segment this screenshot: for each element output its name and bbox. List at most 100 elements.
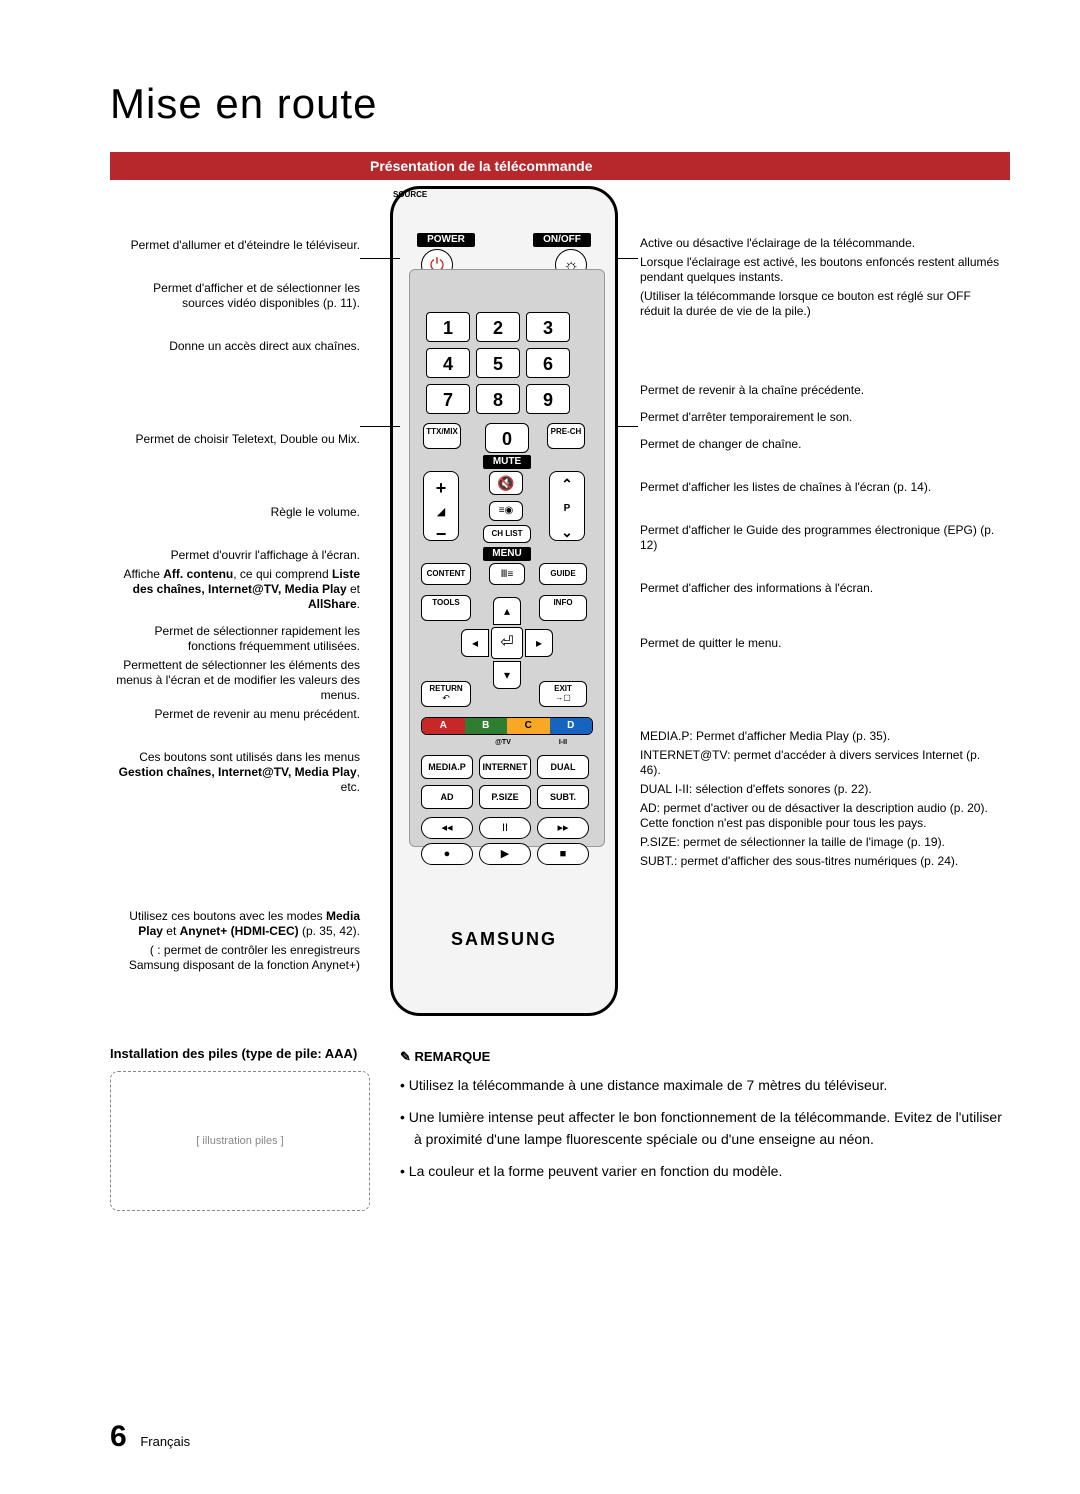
stop-button[interactable]: ■ (537, 843, 589, 865)
callout: Permet d'afficher le Guide des programme… (640, 523, 1000, 553)
callout: Permet de changer de chaîne. (640, 437, 1000, 452)
vol-up-icon: + (424, 472, 458, 499)
callout: Permet d'afficher les listes de chaînes … (640, 480, 1000, 495)
dpad-enter[interactable]: ⏎ (491, 627, 523, 659)
internet-button[interactable]: INTERNET (479, 755, 531, 779)
color-a[interactable]: A (422, 718, 465, 734)
dpad-right[interactable]: ▸ (525, 629, 553, 657)
num-8[interactable]: 8 (476, 384, 520, 414)
remark-heading: REMARQUE (400, 1046, 1010, 1068)
vol-icon: ◢ (424, 499, 458, 524)
page-title: Mise en route (110, 80, 1010, 128)
battery-placeholder: [ illustration piles ] (110, 1071, 370, 1211)
attv-label: @TV (479, 739, 527, 746)
color-b[interactable]: B (465, 718, 508, 734)
transport-row-2: ● ▶ ■ (421, 843, 589, 865)
play-button[interactable]: ▶ (479, 843, 531, 865)
teletext-hold-button[interactable]: ≡◉ (489, 501, 523, 521)
battery-section: Installation des piles (type de pile: AA… (110, 1046, 370, 1211)
color-c[interactable]: C (507, 718, 550, 734)
num-0[interactable]: 0 (485, 423, 529, 453)
callout: Permet d'afficher et de sélectionner les… (110, 281, 360, 311)
exit-button[interactable]: EXIT→▢ (539, 681, 587, 707)
dual-hdr-label: I-II (539, 739, 587, 746)
remark-item: Utilisez la télécommande à une distance … (414, 1074, 1010, 1096)
dpad-down[interactable]: ▾ (493, 661, 521, 689)
callout: P.SIZE: permet de sélectionner la taille… (640, 835, 1000, 850)
mute-button[interactable]: 🔇 (489, 471, 523, 495)
callout: Active ou désactive l'éclairage de la té… (640, 236, 1000, 251)
callout: AD: permet d'activer ou de désactiver la… (640, 801, 1000, 831)
num-7[interactable]: 7 (426, 384, 470, 414)
num-3[interactable]: 3 (526, 312, 570, 342)
num-4[interactable]: 4 (426, 348, 470, 378)
battery-illustration: [ illustration piles ] (110, 1071, 370, 1211)
callout: Permet d'ouvrir l'affichage à l'écran. (110, 548, 360, 563)
section-header-bar: Présentation de la télécommande (110, 152, 1010, 180)
prech-button[interactable]: PRE-CH (547, 423, 585, 449)
channel-rocker[interactable]: ⌃ P ⌄ (549, 471, 585, 541)
num-6[interactable]: 6 (526, 348, 570, 378)
menu-button[interactable]: Ⅲ≡ (489, 563, 525, 585)
callout: Permet de revenir au menu précédent. (110, 707, 360, 722)
return-button[interactable]: RETURN↶ (421, 681, 471, 707)
page-number: 6 (110, 1420, 127, 1454)
callout: INTERNET@TV: permet d'accéder à divers s… (640, 748, 1000, 778)
dpad-up[interactable]: ▴ (493, 597, 521, 625)
rewind-button[interactable]: ◂◂ (421, 817, 473, 839)
language-label: Français (140, 1434, 190, 1449)
mediap-button[interactable]: MEDIA.P (421, 755, 473, 779)
onoff-label: ON/OFF (533, 233, 591, 247)
remote-body: POWER ON/OFF ⏻ ☼ SOURCE ⊕ 123 456 789 TT… (390, 186, 618, 1016)
callout: Règle le volume. (110, 505, 360, 520)
callout: Utilisez ces boutons avec les modes Medi… (110, 909, 360, 939)
function-row-1: MEDIA.P INTERNET DUAL (421, 755, 589, 779)
mute-icon: 🔇 (497, 475, 514, 491)
left-callouts: Permet d'allumer et d'éteindre le télévi… (110, 238, 360, 977)
remark-item: La couleur et la forme peuvent varier en… (414, 1160, 1010, 1182)
menu-label: MENU (483, 547, 531, 561)
callout: Ces boutons sont utilisés dans les menus… (110, 750, 360, 795)
dual-button[interactable]: DUAL (537, 755, 589, 779)
callout: ( : permet de contrôler les enregistreur… (110, 943, 360, 973)
ch-up-icon: ⌃ (550, 472, 584, 493)
psize-button[interactable]: P.SIZE (479, 785, 531, 809)
callout: SUBT.: permet d'afficher des sous-titres… (640, 854, 1000, 869)
page-footer: 6 Français (110, 1420, 190, 1454)
content-button[interactable]: CONTENT (421, 563, 471, 585)
num-2[interactable]: 2 (476, 312, 520, 342)
subt-button[interactable]: SUBT. (537, 785, 589, 809)
pointer-line (616, 258, 638, 259)
color-buttons[interactable]: A B C D (421, 717, 593, 735)
transport-row-1: ◂◂ II ▸▸ (421, 817, 589, 839)
p-label: P (550, 493, 584, 524)
bottom-section: Installation des piles (type de pile: AA… (110, 1046, 1010, 1211)
volume-rocker[interactable]: + ◢ − (423, 471, 459, 541)
dpad-left[interactable]: ◂ (461, 629, 489, 657)
power-label: POWER (417, 233, 475, 247)
menu-icon: Ⅲ≡ (501, 569, 514, 580)
ch-down-icon: ⌄ (550, 524, 584, 541)
callout: Permettent de sélectionner les éléments … (110, 658, 360, 703)
pause-button[interactable]: II (479, 817, 531, 839)
source-label: SOURCE (393, 189, 449, 201)
callout: Permet d'allumer et d'éteindre le télévi… (110, 238, 360, 253)
num-1[interactable]: 1 (426, 312, 470, 342)
record-button[interactable]: ● (421, 843, 473, 865)
callout: Permet de sélectionner rapidement les fo… (110, 624, 360, 654)
callout: DUAL I-II: sélection d'effets sonores (p… (640, 782, 1000, 797)
callout: Lorsque l'éclairage est activé, les bout… (640, 255, 1000, 285)
remark-section: REMARQUE Utilisez la télécommande à une … (400, 1046, 1010, 1211)
ad-button[interactable]: AD (421, 785, 473, 809)
chlist-button[interactable]: CH LIST (483, 525, 531, 543)
guide-button[interactable]: GUIDE (539, 563, 587, 585)
num-9[interactable]: 9 (526, 384, 570, 414)
ttx-button[interactable]: TTX/MIX (423, 423, 461, 449)
num-5[interactable]: 5 (476, 348, 520, 378)
remark-item: Une lumière intense peut affecter le bon… (414, 1106, 1010, 1150)
function-row-2: AD P.SIZE SUBT. (421, 785, 589, 809)
pointer-line (616, 426, 638, 427)
color-d[interactable]: D (550, 718, 593, 734)
pointer-line (360, 426, 400, 427)
fastfwd-button[interactable]: ▸▸ (537, 817, 589, 839)
